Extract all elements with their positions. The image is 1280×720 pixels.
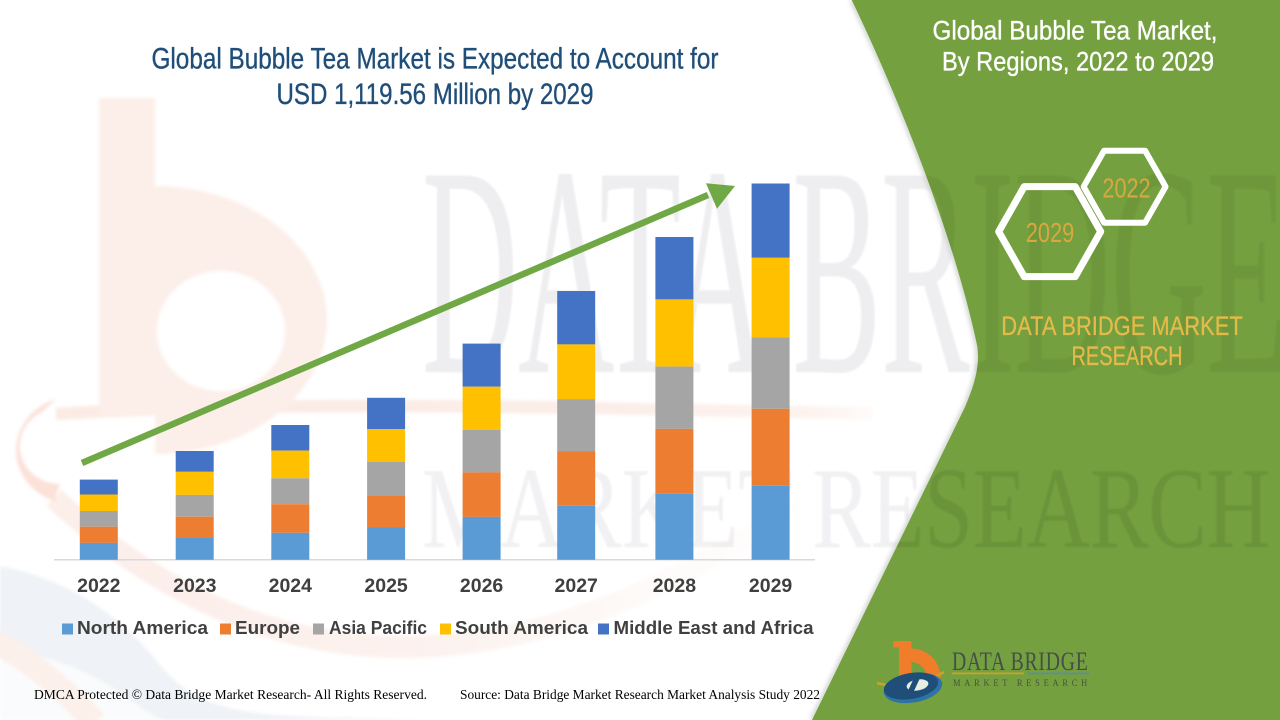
svg-text:2027: 2027 — [555, 575, 598, 597]
svg-text:Global Bubble Tea Market,: Global Bubble Tea Market, — [933, 16, 1218, 46]
svg-text:DATA BRIDGE: DATA BRIDGE — [952, 647, 1089, 676]
svg-text:USD 1,119.56 Million by 2029: USD 1,119.56 Million by 2029 — [277, 78, 594, 111]
svg-text:2026: 2026 — [460, 575, 504, 597]
svg-text:2025: 2025 — [364, 575, 408, 597]
svg-text:2022: 2022 — [1102, 172, 1150, 203]
svg-text:Asia Pacific: Asia Pacific — [329, 618, 427, 638]
svg-text:2028: 2028 — [653, 575, 697, 597]
svg-text:2029: 2029 — [749, 575, 793, 597]
svg-text:DATA BRIDGE MARKET: DATA BRIDGE MARKET — [1001, 311, 1243, 341]
svg-text:Middle East and Africa: Middle East and Africa — [614, 618, 815, 638]
svg-text:2029: 2029 — [1026, 217, 1075, 248]
svg-text:2024: 2024 — [269, 575, 313, 597]
svg-text:DMCA Protected © Data Bridge M: DMCA Protected © Data Bridge Market Rese… — [34, 687, 427, 702]
svg-text:2022: 2022 — [77, 575, 121, 597]
svg-text:Global Bubble Tea Market is Ex: Global Bubble Tea Market is Expected to … — [152, 42, 719, 75]
svg-text:North America: North America — [77, 618, 209, 638]
svg-text:South America: South America — [455, 618, 589, 638]
svg-text:MARKET RESEARCH: MARKET RESEARCH — [953, 678, 1091, 688]
svg-text:RESEARCH: RESEARCH — [1072, 341, 1183, 371]
svg-text:Europe: Europe — [235, 618, 300, 638]
svg-text:2023: 2023 — [173, 575, 217, 597]
svg-text:Source: Data Bridge Market Res: Source: Data Bridge Market Research Mark… — [460, 687, 820, 702]
svg-text:By Regions, 2022 to 2029: By Regions, 2022 to 2029 — [942, 47, 1214, 77]
